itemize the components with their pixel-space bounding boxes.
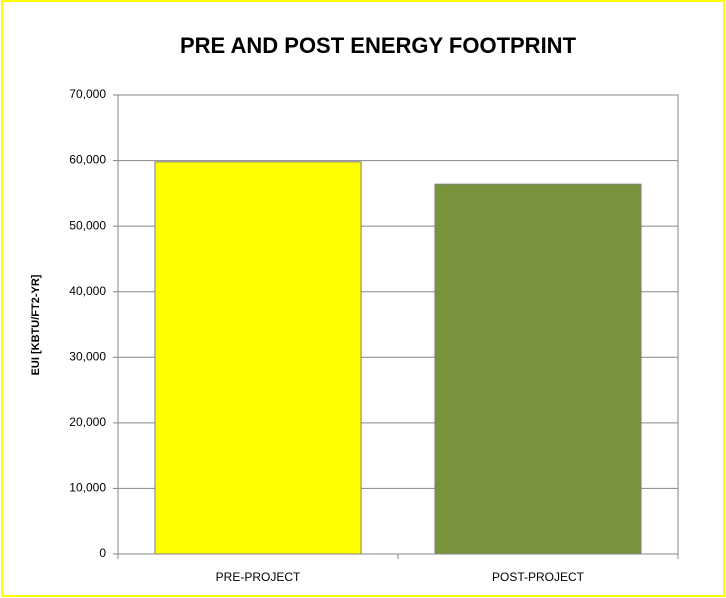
y-tick-label: 40,000 — [69, 284, 106, 298]
y-tick-label: 10,000 — [69, 481, 106, 495]
bar — [154, 161, 362, 555]
y-tick-label: 30,000 — [69, 349, 106, 363]
x-tick-label: POST-PROJECT — [492, 570, 585, 584]
y-tick-label: 60,000 — [69, 153, 106, 167]
y-axis-label: EUI [KBTU/FT2-YR] — [30, 274, 42, 375]
bar — [434, 183, 642, 555]
y-tick-label: 70,000 — [69, 87, 106, 101]
chart-title: PRE AND POST ENERGY FOOTPRINT — [180, 33, 577, 58]
y-tick-label: 0 — [99, 546, 106, 560]
y-tick-label: 50,000 — [69, 218, 106, 232]
x-tick-label: PRE-PROJECT — [216, 570, 301, 584]
y-tick-label: 20,000 — [69, 415, 106, 429]
